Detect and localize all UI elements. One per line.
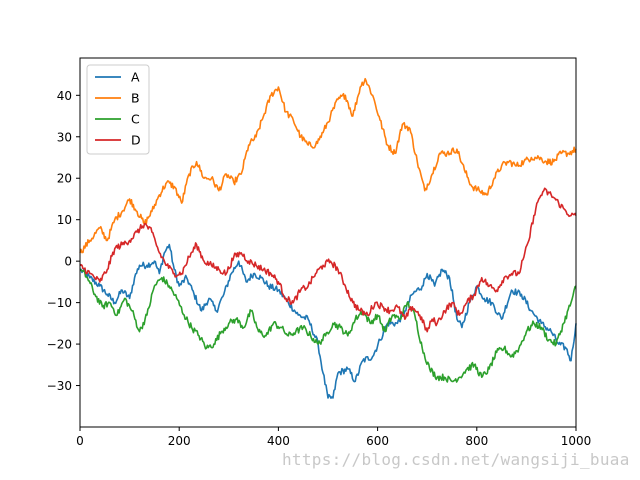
- x-tick-label: 800: [465, 434, 488, 448]
- axes-layer: 0 200 400 600 800 1000 −30 −20 −10 0 10 20 30 40: [47, 57, 592, 448]
- y-tick-label: −30: [47, 379, 72, 393]
- y-tick-label: −10: [47, 296, 72, 310]
- y-tick-label: 0: [64, 255, 72, 269]
- series-line-A: [79, 243, 577, 399]
- legend-box: [86, 64, 150, 155]
- plot-area: [80, 58, 576, 427]
- y-tick-label: −20: [47, 338, 72, 352]
- legend-label-B: B: [131, 91, 140, 106]
- legend-label-A: A: [131, 70, 140, 85]
- legend-label-D: D: [131, 133, 141, 148]
- x-tick-label: 400: [267, 434, 290, 448]
- legend-label-C: C: [131, 112, 140, 127]
- y-tick-label: 30: [57, 130, 72, 144]
- watermark: https://blog.csdn.net/wangsiji_buaa: [282, 450, 630, 469]
- axes-frame: [79, 57, 577, 428]
- series-line-D: [79, 187, 577, 333]
- y-tick-label: 20: [57, 172, 72, 186]
- series-line-C: [79, 268, 577, 383]
- series-layer: [79, 77, 577, 399]
- x-tick-label: 0: [76, 434, 84, 448]
- x-tick-label: 200: [168, 434, 191, 448]
- y-tick-label: 40: [57, 89, 72, 103]
- x-tick-label: 1000: [561, 434, 592, 448]
- y-tick-label: 10: [57, 213, 72, 227]
- x-tick-label: 600: [366, 434, 389, 448]
- series-line-B: [79, 77, 577, 254]
